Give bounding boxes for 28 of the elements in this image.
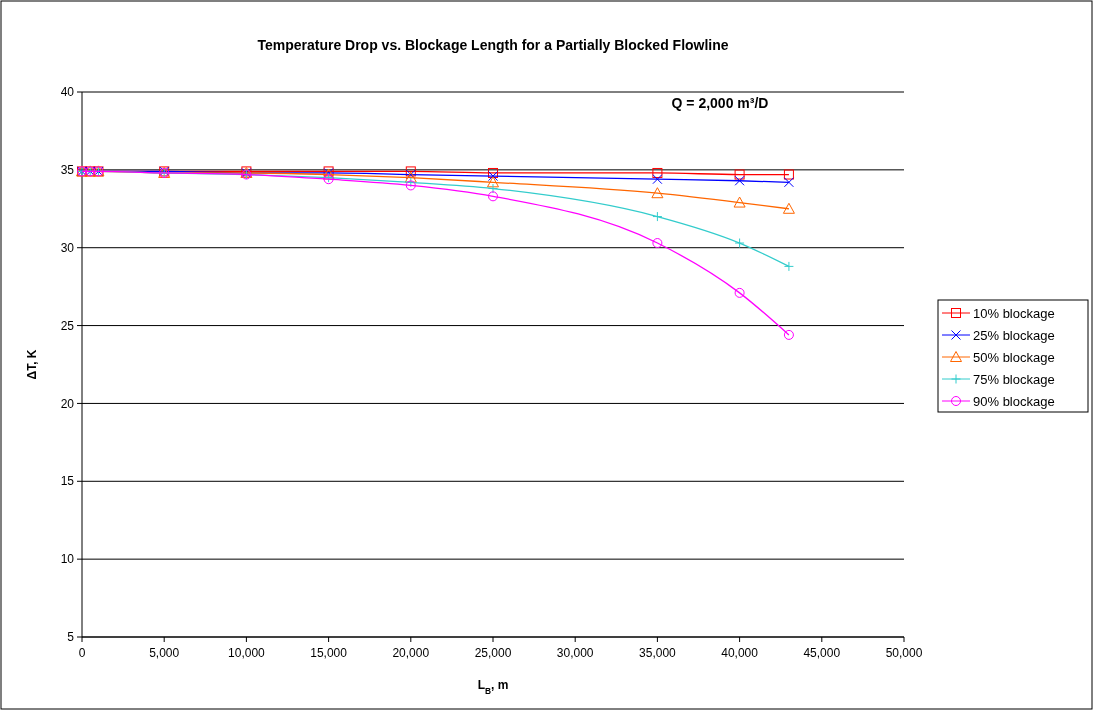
y-tick-label: 15: [60, 474, 75, 489]
y-tick-label: 40: [60, 85, 75, 100]
legend-label: 75% blockage: [973, 371, 1055, 387]
chart-title: Temperature Drop vs. Blockage Length for a Partially Blocked Flowline: [257, 37, 729, 53]
y-tick-label: 30: [60, 240, 75, 255]
legend-label: 90% blockage: [973, 393, 1055, 409]
x-tick-label: 15,000: [310, 646, 348, 660]
x-tick-label: 50,000: [885, 646, 923, 660]
annotation: Q = 2,000 m³/D: [671, 95, 769, 111]
x-axis-title: L$_{B}$, m: [477, 678, 509, 696]
x-tick-label: 10,000: [228, 646, 266, 660]
legend-label: 10% blockage: [973, 305, 1055, 321]
y-tick-label: 25: [60, 318, 75, 333]
y-axis-title: ΔT, K: [25, 349, 39, 380]
legend-label: 50% blockage: [973, 349, 1055, 365]
y-tick-label: 10: [60, 552, 75, 567]
x-tick-label: 0: [78, 646, 86, 660]
x-tick-label: 30,000: [556, 646, 594, 660]
y-tick-label: 20: [60, 396, 75, 411]
x-tick-label: 25,000: [474, 646, 512, 660]
x-tick-label: 40,000: [721, 646, 759, 660]
x-tick-label: 45,000: [803, 646, 841, 660]
y-tick-label: 35: [60, 163, 75, 178]
y-tick-label: 5: [67, 630, 75, 645]
x-tick-label: 5,000: [149, 646, 180, 660]
x-tick-label: 35,000: [639, 646, 677, 660]
x-tick-label: 20,000: [392, 646, 430, 660]
legend-label: 25% blockage: [973, 327, 1055, 343]
